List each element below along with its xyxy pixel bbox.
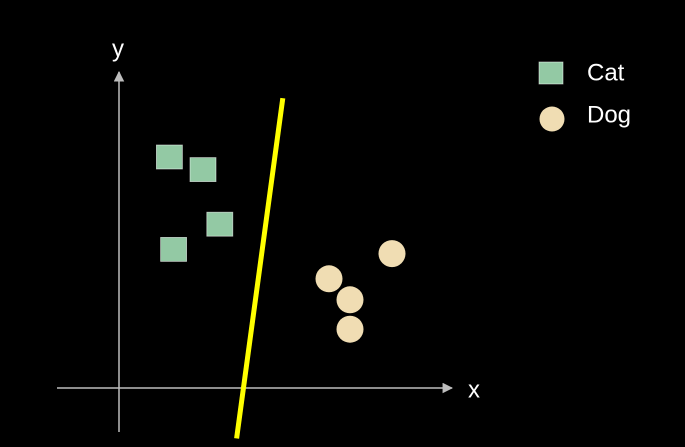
x-axis-label: x bbox=[468, 376, 480, 403]
legend-dog-label: Dog bbox=[587, 101, 631, 128]
dog-point-2 bbox=[315, 265, 343, 293]
dog-point-4 bbox=[336, 315, 364, 343]
dog-point-3 bbox=[336, 286, 364, 314]
cat-point-2 bbox=[189, 157, 217, 183]
legend-cat-label: Cat bbox=[587, 59, 625, 86]
cat-point-3 bbox=[206, 211, 234, 237]
cat-point-1 bbox=[155, 144, 183, 170]
legend-cat-square-icon bbox=[538, 61, 564, 85]
legend: Cat Dog bbox=[538, 59, 631, 132]
legend-dog-circle-icon bbox=[539, 106, 565, 132]
cat-point-4 bbox=[160, 236, 188, 262]
decision-boundary-line bbox=[234, 97, 286, 439]
y-axis-label: y bbox=[112, 35, 124, 62]
dog-point-1 bbox=[378, 240, 406, 268]
data-points-group bbox=[155, 144, 406, 343]
